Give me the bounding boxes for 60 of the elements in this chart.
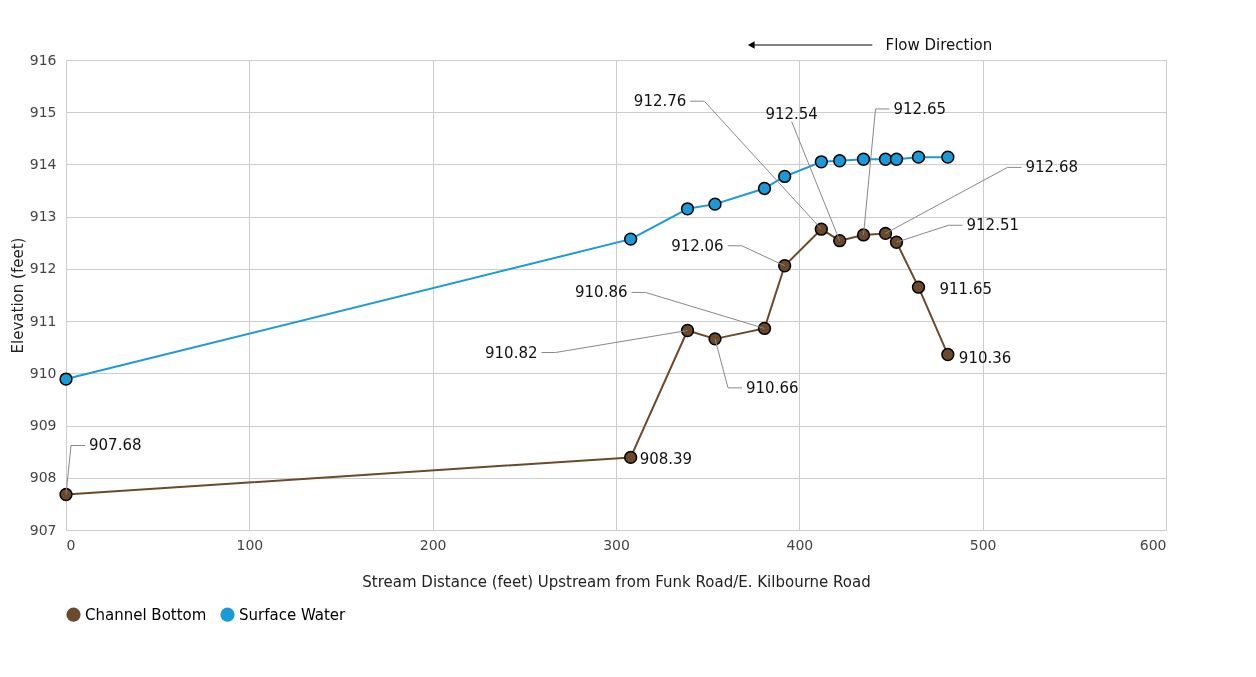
point [833, 234, 847, 248]
x-tick-label: 100 [236, 536, 264, 553]
y-tick-label: 910 [29, 364, 57, 381]
point [59, 372, 73, 386]
point [708, 197, 722, 211]
point [889, 152, 904, 166]
data-label: 912.06 [671, 236, 724, 255]
point [778, 259, 792, 273]
data-label: 910.86 [575, 283, 628, 302]
data-label: 912.68 [1025, 158, 1078, 177]
point [708, 332, 722, 346]
point [680, 202, 695, 216]
y-tick-label: 907 [29, 521, 57, 538]
data-label: 912.51 [966, 216, 1019, 235]
x-tick-label: 0 [66, 536, 76, 553]
point [878, 152, 893, 166]
data-label: 907.68 [89, 436, 142, 455]
legend-label: Surface Water [239, 605, 347, 624]
data-label: 908.39 [639, 450, 693, 469]
point [778, 169, 792, 184]
y-tick-label: 914 [29, 155, 57, 172]
y-tick-label: 913 [29, 208, 57, 225]
y-tick-label: 915 [29, 103, 57, 120]
y-tick-label: 908 [29, 469, 57, 486]
data-label: 910.82 [485, 343, 538, 362]
data-label: 911.65 [939, 280, 992, 299]
x-tick-label: 400 [786, 536, 814, 553]
text: Flow Direction [885, 36, 993, 54]
data-label: 910.66 [746, 378, 799, 397]
data-label: 912.76 [633, 92, 687, 111]
point [814, 155, 828, 169]
point [680, 323, 695, 338]
x-tick-label: 300 [603, 536, 630, 553]
x-tick-label: 600 [1139, 536, 1167, 553]
point [757, 321, 772, 336]
point [911, 280, 926, 294]
data-label: 910.36 [958, 348, 1012, 367]
y-tick-label: 911 [29, 312, 57, 329]
point [624, 232, 638, 246]
point [814, 222, 828, 236]
data-label: 912.65 [893, 99, 946, 118]
y-tick-label: 912 [29, 260, 57, 277]
legend-label: Channel Bottom [85, 605, 207, 624]
point [889, 235, 904, 249]
data-label: 912.54 [765, 104, 818, 123]
y-axis-title: Elevation (feet) [8, 237, 27, 354]
point [911, 150, 926, 164]
point [624, 450, 638, 465]
point [59, 487, 73, 502]
point [941, 347, 955, 362]
x-tick-label: 200 [419, 536, 447, 553]
point [833, 154, 847, 168]
y-tick-label: 916 [29, 51, 57, 68]
point [941, 150, 955, 164]
x-tick-label: 500 [969, 536, 997, 553]
point [856, 152, 871, 166]
y-tick-label: 909 [29, 417, 57, 434]
point [878, 226, 893, 241]
x-axis-title: Stream Distance (feet) Upstream from Funk Road/E. Kilbourne Road [362, 572, 871, 591]
point [757, 181, 772, 196]
